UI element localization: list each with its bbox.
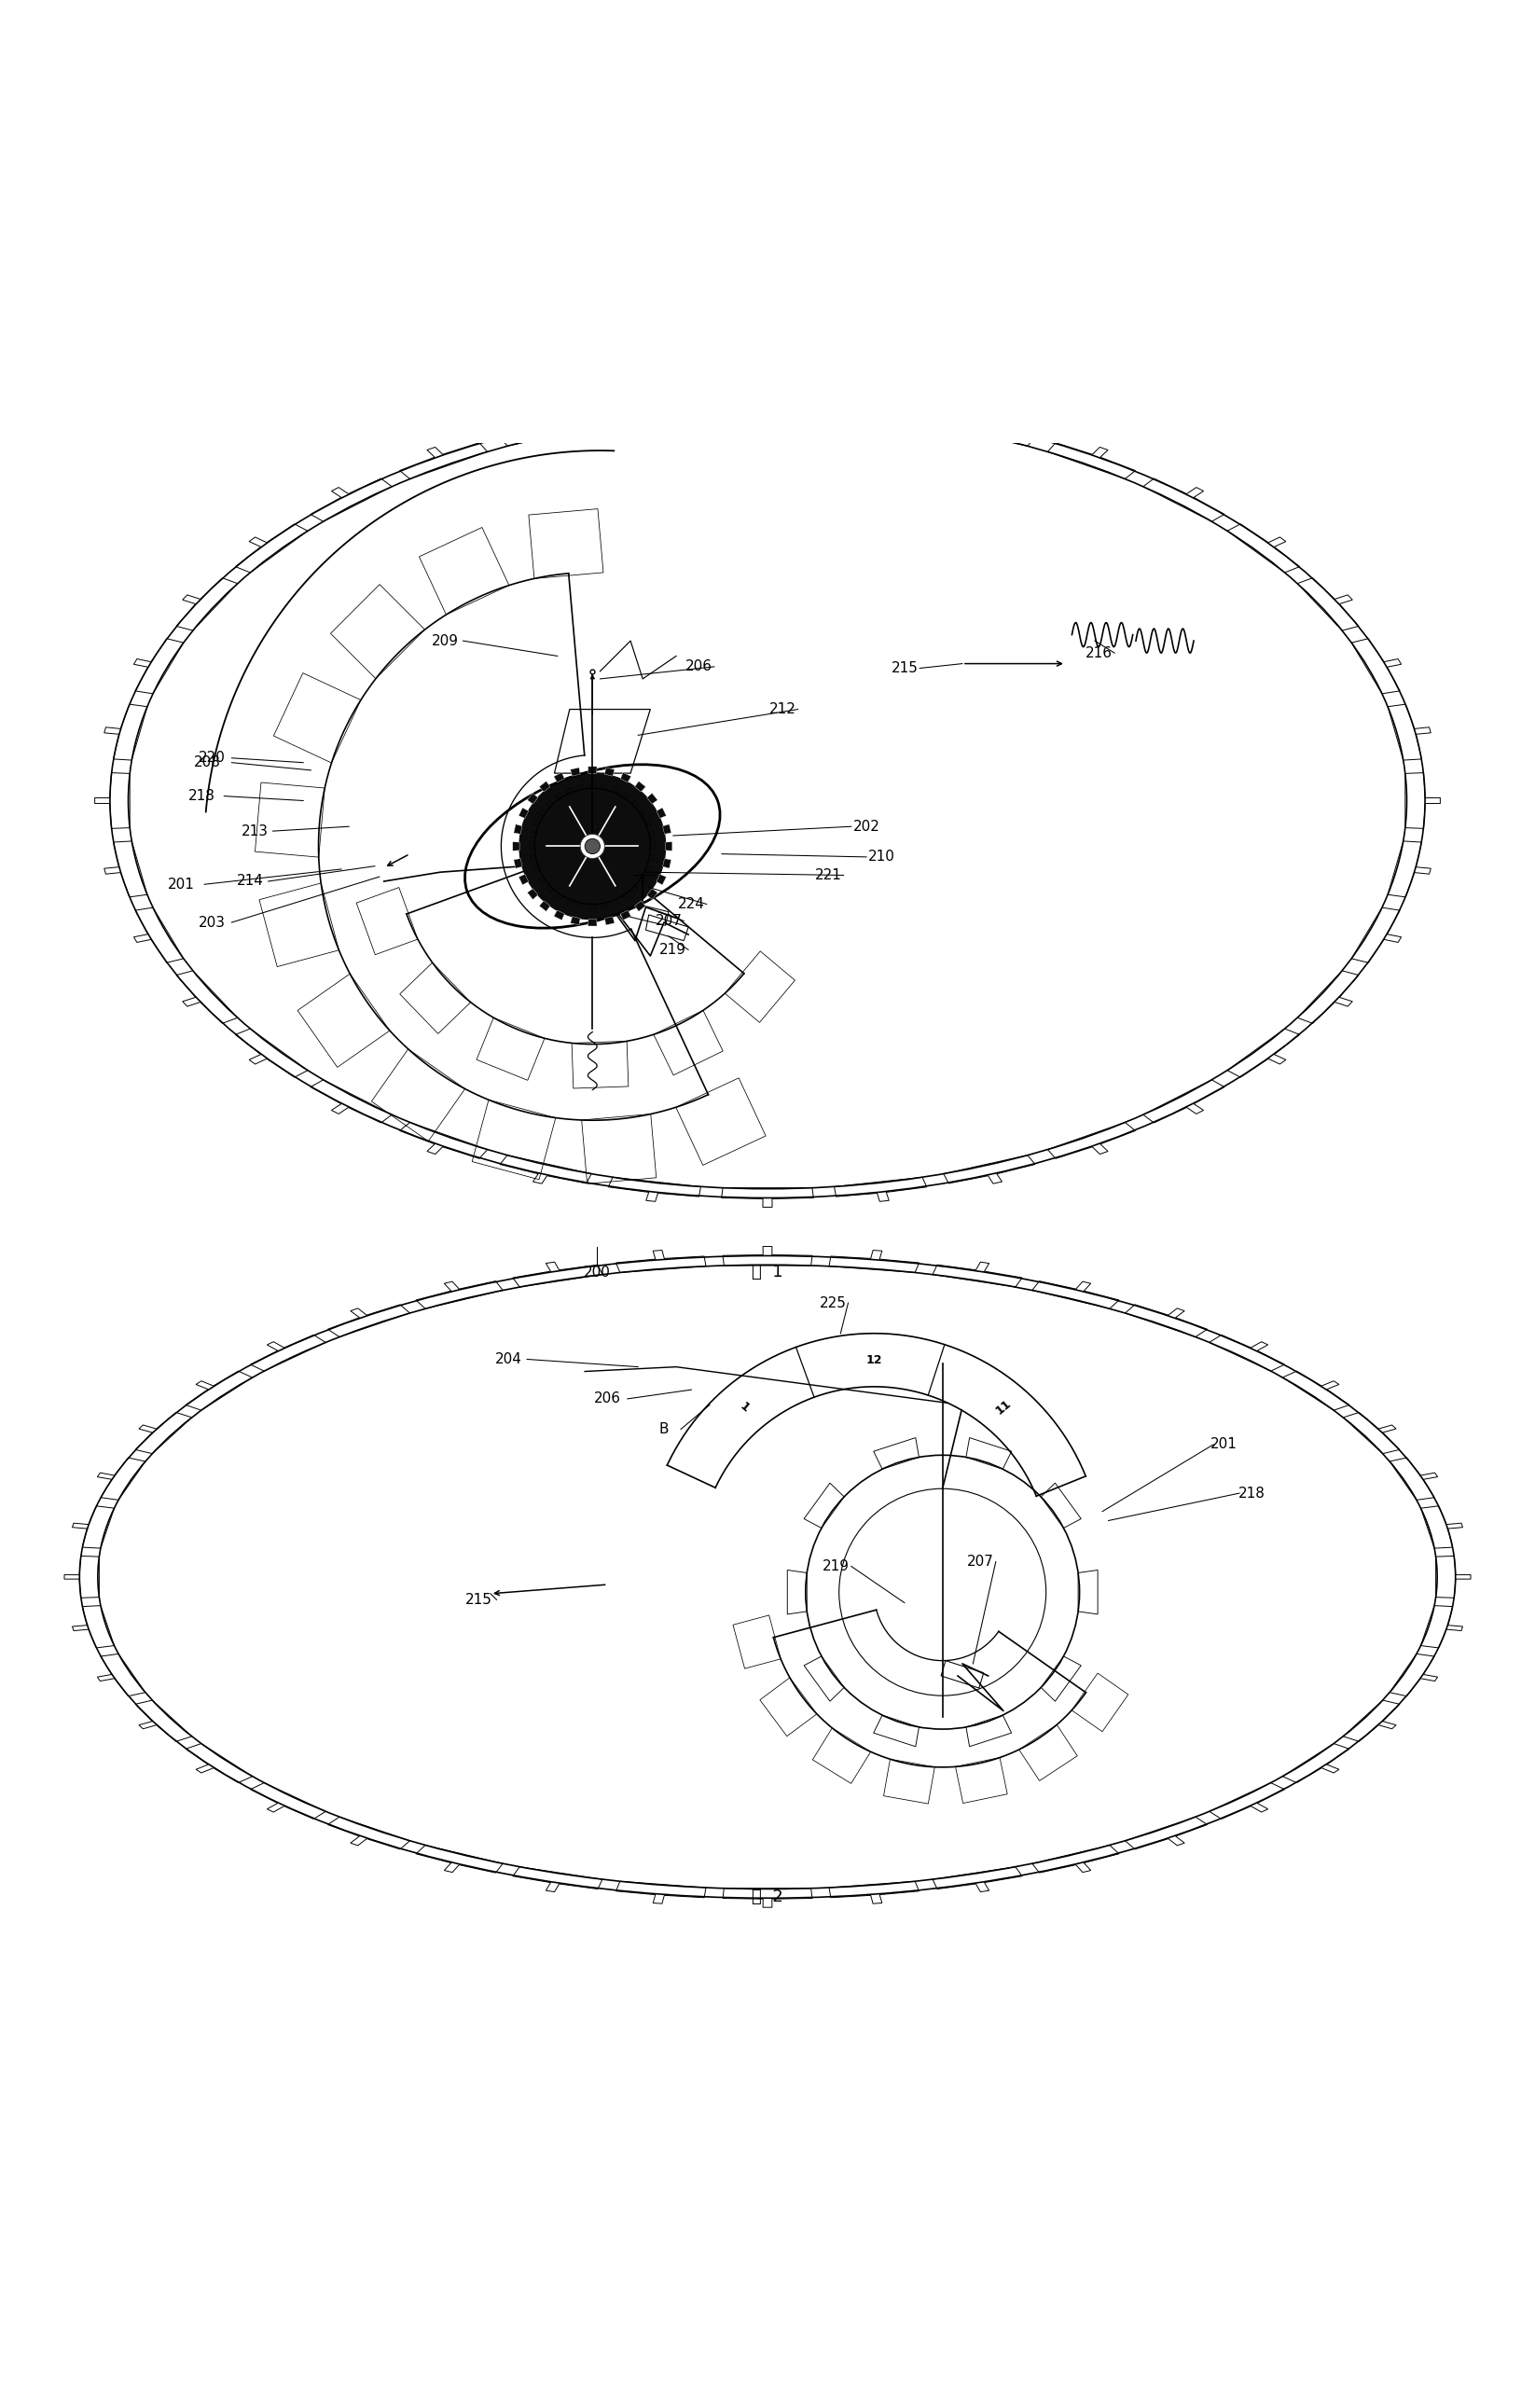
Polygon shape [528, 792, 537, 804]
Polygon shape [605, 768, 614, 775]
Text: 220: 220 [198, 751, 226, 766]
Text: 207: 207 [655, 915, 682, 927]
Text: 204: 204 [496, 1353, 522, 1365]
Polygon shape [513, 843, 519, 850]
Text: 206: 206 [594, 1392, 622, 1406]
Polygon shape [635, 901, 646, 913]
Text: 11: 11 [993, 1397, 1013, 1416]
Circle shape [519, 773, 666, 920]
Polygon shape [528, 889, 537, 901]
Polygon shape [646, 792, 657, 804]
Polygon shape [665, 843, 672, 850]
Text: 219: 219 [823, 1560, 849, 1572]
Text: 210: 210 [869, 850, 895, 864]
Polygon shape [657, 807, 666, 819]
Text: 201: 201 [167, 877, 195, 891]
Polygon shape [635, 780, 646, 792]
Text: 216: 216 [1085, 645, 1113, 660]
Text: 207: 207 [967, 1556, 995, 1568]
Text: 1: 1 [737, 1399, 752, 1413]
Text: 218: 218 [187, 790, 215, 802]
Text: 214: 214 [236, 874, 264, 889]
Text: 201: 201 [1211, 1438, 1237, 1452]
Polygon shape [571, 768, 580, 775]
Polygon shape [663, 824, 671, 833]
Circle shape [585, 838, 600, 855]
Text: 215: 215 [465, 1592, 491, 1606]
Polygon shape [514, 824, 522, 833]
Text: 215: 215 [890, 662, 918, 674]
Polygon shape [588, 920, 597, 927]
Polygon shape [646, 889, 657, 901]
Text: 225: 225 [820, 1296, 846, 1310]
Text: B: B [659, 1423, 669, 1435]
Polygon shape [657, 874, 666, 886]
Polygon shape [554, 773, 565, 783]
Polygon shape [519, 874, 528, 886]
Text: 218: 218 [1239, 1486, 1265, 1500]
Circle shape [580, 833, 605, 860]
Polygon shape [514, 860, 522, 869]
Text: 图  2: 图 2 [752, 1888, 783, 1905]
Text: 224: 224 [678, 898, 705, 910]
Polygon shape [663, 860, 671, 869]
Polygon shape [605, 917, 614, 925]
Polygon shape [519, 807, 528, 819]
Polygon shape [620, 910, 631, 920]
Text: 219: 219 [660, 944, 686, 956]
Polygon shape [571, 917, 580, 925]
Polygon shape [539, 780, 550, 792]
Text: 212: 212 [769, 703, 797, 715]
Text: 202: 202 [853, 819, 880, 833]
Text: 209: 209 [431, 633, 459, 648]
Text: 图  1: 图 1 [752, 1264, 783, 1281]
Polygon shape [554, 910, 565, 920]
Text: 213: 213 [241, 824, 269, 838]
Text: 203: 203 [198, 915, 226, 929]
Text: 12: 12 [866, 1353, 883, 1365]
Polygon shape [588, 766, 597, 773]
Polygon shape [539, 901, 550, 913]
Polygon shape [620, 773, 631, 783]
Text: 208: 208 [193, 756, 221, 771]
Text: 200: 200 [583, 1267, 611, 1279]
Text: 221: 221 [815, 869, 841, 881]
Text: 206: 206 [686, 660, 712, 674]
